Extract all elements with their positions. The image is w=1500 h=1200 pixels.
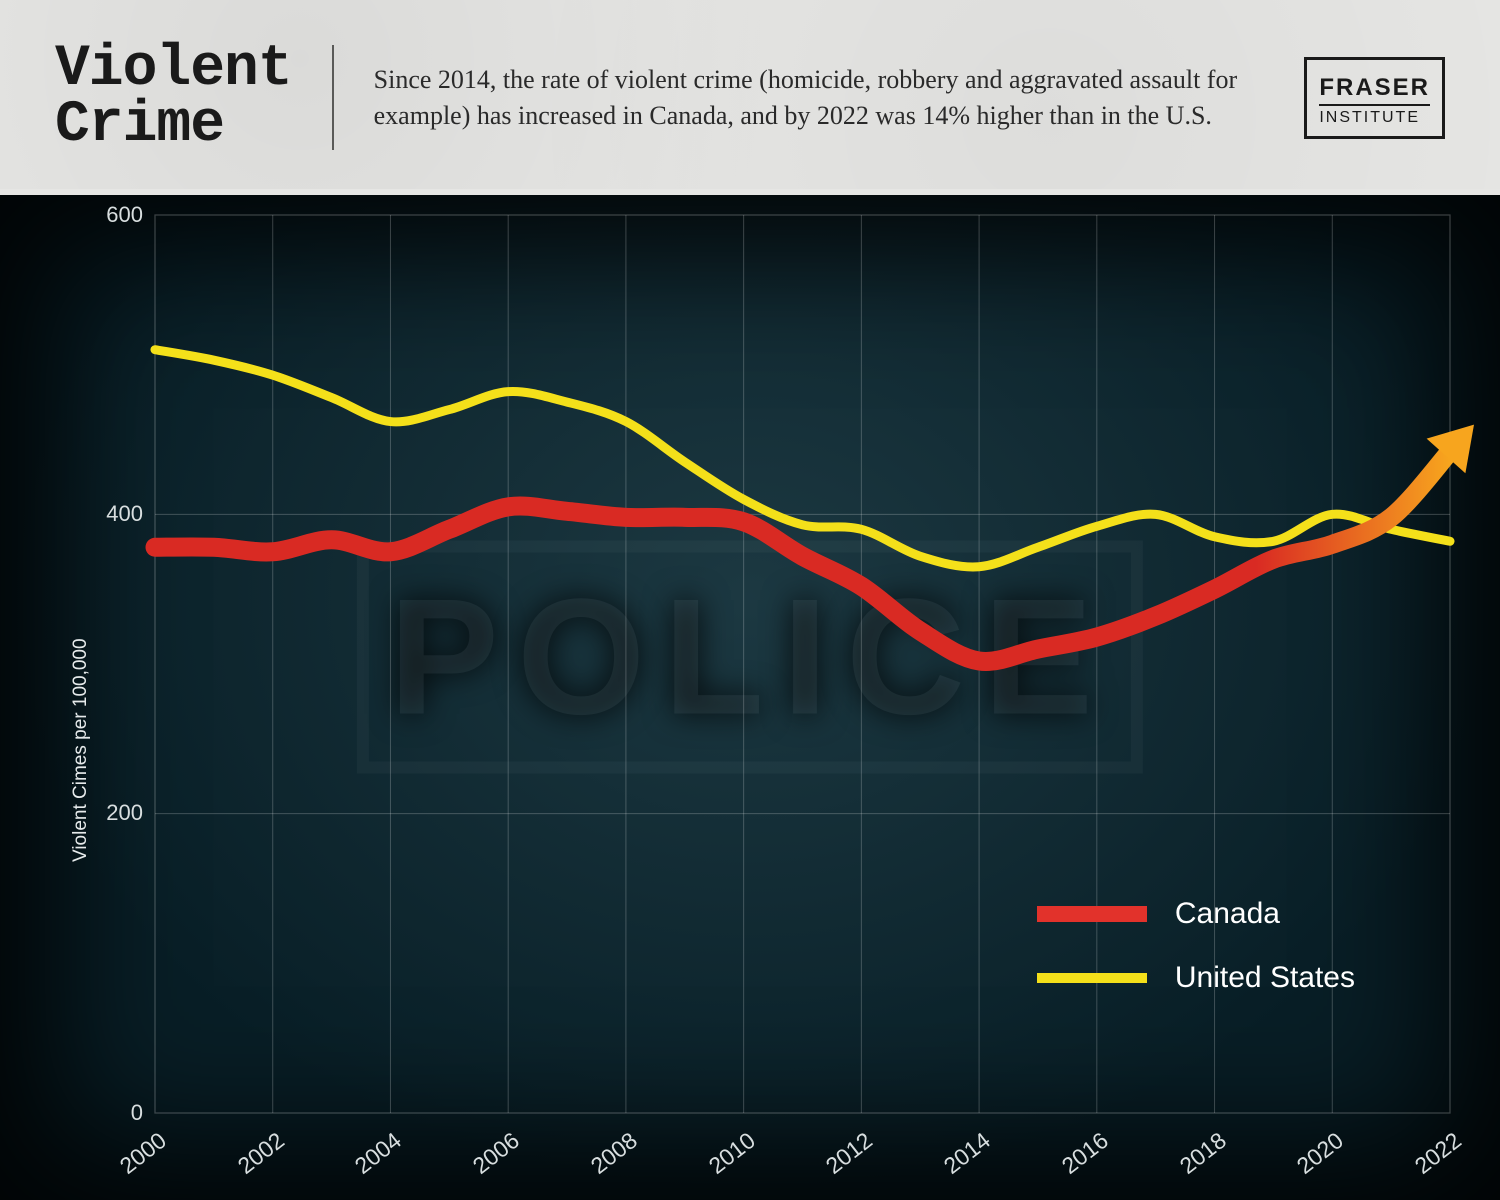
subtitle-text: Since 2014, the rate of violent crime (h… <box>374 62 1305 132</box>
y-tick-label: 0 <box>131 1100 143 1126</box>
page-title: Violent Crime <box>55 42 292 152</box>
legend-label-canada: Canada <box>1175 897 1280 931</box>
chart-area: Violent Cimes per 100,000 Canada United … <box>0 195 1500 1200</box>
title-divider <box>332 45 334 150</box>
line-canada <box>155 451 1450 661</box>
header-band: Violent Crime Since 2014, the rate of vi… <box>0 0 1500 195</box>
legend-row-us: United States <box>1037 961 1355 995</box>
title-line-1: Violent <box>55 42 292 97</box>
logo-text-bottom: INSTITUTE <box>1319 104 1430 126</box>
title-line-2: Crime <box>55 98 292 153</box>
legend-swatch-canada <box>1037 906 1147 922</box>
logo-text-top: FRASER <box>1319 76 1430 100</box>
y-tick-label: 200 <box>106 800 143 826</box>
legend-swatch-us <box>1037 973 1147 983</box>
chart-lines <box>155 350 1493 662</box>
y-axis-label: Violent Cimes per 100,000 <box>70 638 92 862</box>
chart-legend: Canada United States <box>1037 897 1355 1025</box>
fraser-institute-logo: FRASER INSTITUTE <box>1304 57 1445 139</box>
y-tick-label: 600 <box>106 202 143 228</box>
chart-svg <box>0 195 1500 1200</box>
legend-label-us: United States <box>1175 961 1355 995</box>
y-tick-label: 400 <box>106 501 143 527</box>
legend-row-canada: Canada <box>1037 897 1355 931</box>
